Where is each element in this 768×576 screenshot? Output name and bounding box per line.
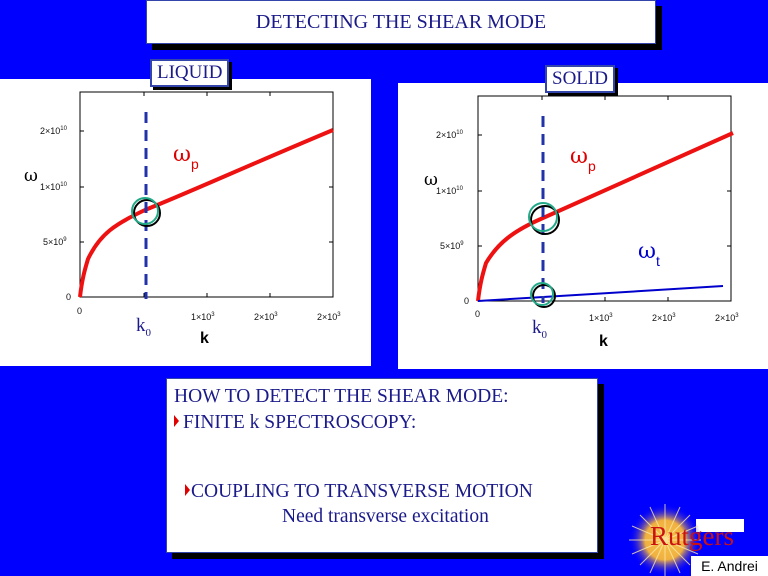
x-tick-2e3b: 2×103 [715,313,739,323]
y-axis-label: ω [424,170,438,190]
omega-p-label: ωp [173,142,199,172]
bullet-finite-k-text: FINITE k SPECTROSCOPY: [183,412,417,433]
x-tick-1e3: 1×103 [589,313,613,323]
y-tick-2e10: 2×1010 [436,130,464,140]
x-tick-0: 0 [77,306,82,316]
y-tick-5e9: 5×109 [43,237,67,247]
liquid-chart: 2×1010 1×1010 5×109 0 0 1×103 2×103 2×10… [24,91,341,347]
x-tick-2e3: 2×103 [652,313,676,323]
slide-title: DETECTING THE SHEAR MODE [146,0,656,44]
bullet-arrow-icon [185,484,190,496]
sub-text: Need transverse excitation [282,506,489,527]
rutgers-sunburst-icon [629,504,701,576]
x-tick-2e3b: 2×103 [317,312,341,322]
liquid-label: LIQUID [150,59,230,87]
x-tick-0: 0 [475,309,480,319]
intersection-circle-black [530,205,560,235]
intersection-circle-teal [131,197,159,225]
rutgers-logo-text: Rutgers [650,521,734,551]
y-tick-0: 0 [464,296,469,306]
solid-label-text: SOLID [552,68,608,89]
solid-label: SOLID [545,65,615,93]
liquid-label-text: LIQUID [157,62,223,83]
detection-methods-box: HOW TO DETECT THE SHEAR MODE: FINITE k S… [166,378,598,553]
omega-p-curve [78,128,334,298]
white-rectangle [696,519,744,532]
solid-chart-panel: 2×1010 1×1010 5×109 0 0 1×103 2×103 2×10… [398,65,768,369]
omega-t-label: ωt [638,239,660,269]
omega-t-line [477,285,724,302]
omega-p-curve [476,131,734,302]
slide-title-text: DETECTING THE SHEAR MODE [255,10,547,33]
heading: HOW TO DETECT THE SHEAR MODE: [174,386,509,407]
k0-label: k0 [136,315,152,339]
omega-t-circle-teal [530,282,554,306]
bullet-coupling: COUPLING TO TRANSVERSE MOTION [185,481,533,503]
author-label: E. Andrei [691,556,768,576]
bullet-finite-k: FINITE k SPECTROSCOPY: [174,412,416,434]
y-tick-0: 0 [66,292,71,302]
omega-p-label: ωp [570,144,596,174]
intersection-circle-teal [528,202,558,232]
x-axis-label: k [200,330,209,347]
x-tick-2e3: 2×103 [254,312,278,322]
y-axis-label: ω [24,166,38,186]
x-axis-label: k [599,333,608,350]
bullet-coupling-text: COUPLING TO TRANSVERSE MOTION [191,481,533,502]
k0-label: k0 [532,317,548,341]
x-tick-1e3: 1×103 [191,312,215,322]
y-tick-1e10: 1×1010 [436,186,464,196]
y-tick-5e9: 5×109 [440,241,464,251]
bullet-arrow-icon [174,415,179,427]
omega-t-circle-black [532,284,556,308]
solid-chart: 2×1010 1×1010 5×109 0 0 1×103 2×103 2×10… [424,95,739,350]
liquid-chart-panel: 2×1010 1×1010 5×109 0 0 1×103 2×103 2×10… [0,59,371,366]
intersection-circle-black [133,199,161,227]
y-tick-1e10: 1×1010 [40,182,68,192]
y-tick-2e10: 2×1010 [40,126,68,136]
